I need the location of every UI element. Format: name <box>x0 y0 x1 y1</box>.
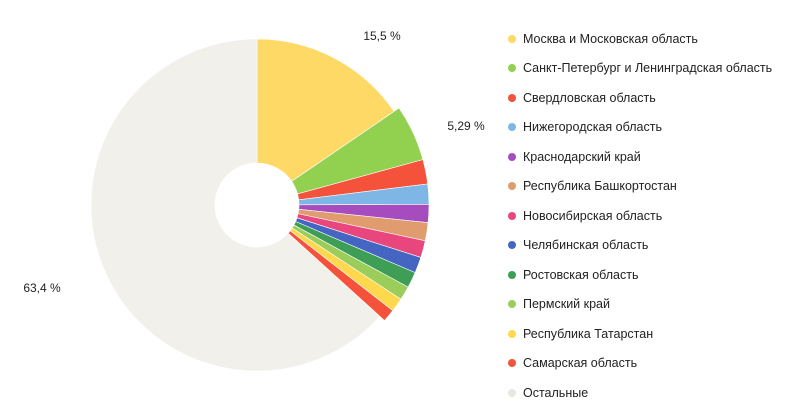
legend-swatch <box>508 64 516 73</box>
legend-label: Республика Татарстан <box>523 326 654 341</box>
legend-item-4: Нижегородская область <box>508 113 772 143</box>
slice-label-2: 5,29 % <box>447 119 485 133</box>
legend-swatch <box>508 152 516 161</box>
legend-label: Свердловская область <box>523 90 656 105</box>
legend-swatch <box>508 270 516 279</box>
legend-item-11: Республика Татарстан <box>508 319 772 349</box>
legend-label: Остальные <box>523 385 589 400</box>
legend-item-12: Самарская область <box>508 349 772 379</box>
legend-label: Челябинская область <box>523 238 649 253</box>
legend-item-13: Остальные <box>508 378 772 408</box>
legend-swatch <box>508 241 516 250</box>
pie-slice-1 <box>256 38 395 182</box>
legend-label: Республика Башкортостан <box>523 179 677 194</box>
legend-swatch <box>508 34 516 43</box>
legend-label: Москва и Московская область <box>523 31 698 46</box>
legend-label: Нижегородская область <box>523 120 662 135</box>
legend-item-3: Свердловская область <box>508 83 772 113</box>
legend-swatch <box>508 388 516 397</box>
legend-item-9: Ростовская область <box>508 260 772 290</box>
legend-swatch <box>508 182 516 191</box>
pie-slice-13 <box>90 38 381 372</box>
legend: Москва и Московская область Санкт-Петербу… <box>508 24 772 408</box>
legend-label: Новосибирская область <box>523 208 663 223</box>
legend-item-10: Пермский край <box>508 290 772 320</box>
legend-item-1: Москва и Московская область <box>508 24 772 54</box>
legend-label: Самарская область <box>523 356 638 371</box>
legend-swatch <box>508 300 516 309</box>
slice-label-1: 15,5 % <box>363 29 401 43</box>
legend-swatch <box>508 329 516 338</box>
legend-item-2: Санкт-Петербург и Ленинградская область <box>508 54 772 84</box>
legend-label: Краснодарский край <box>523 149 641 164</box>
legend-label: Санкт-Петербург и Ленинградская область <box>523 61 773 76</box>
legend-swatch <box>508 93 516 102</box>
pie-plot-area: 15,5 % 5,29 % 63,4 % <box>23 29 485 372</box>
slice-label-13: 63,4 % <box>23 281 61 295</box>
legend-item-6: Республика Башкортостан <box>508 172 772 202</box>
legend-item-7: Новосибирская область <box>508 201 772 231</box>
legend-swatch <box>508 211 516 220</box>
legend-item-5: Краснодарский край <box>508 142 772 172</box>
legend-swatch <box>508 123 516 132</box>
legend-label: Ростовская область <box>523 267 639 282</box>
legend-swatch <box>508 359 516 368</box>
legend-label: Пермский край <box>523 297 610 312</box>
legend-item-8: Челябинская область <box>508 231 772 261</box>
